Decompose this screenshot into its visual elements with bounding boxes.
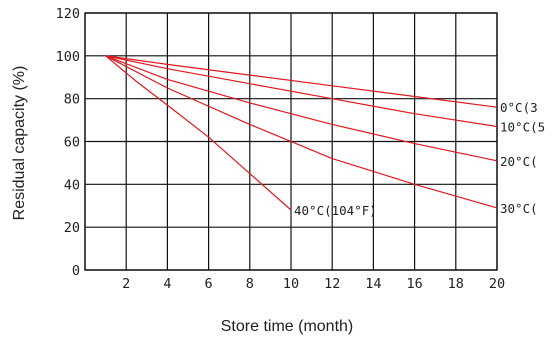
y-tick-label: 40	[64, 177, 80, 193]
series-lines	[105, 55, 498, 211]
series-line-2	[105, 55, 498, 162]
y-tick-label: 60	[64, 135, 80, 151]
series-line-4	[105, 55, 292, 211]
series-line-1	[105, 55, 498, 128]
x-axis-title: Store time (month)	[221, 318, 353, 335]
series-label-3: 30°C(	[500, 201, 538, 216]
x-tick-label: 10	[283, 276, 299, 292]
series-label-4: 40°C(104°F)	[294, 203, 377, 218]
y-tick-label: 120	[56, 6, 80, 22]
series-labels: 0°C(3 10°C(5 20°C( 30°C( 40°C(104°F)	[294, 100, 545, 218]
series-line-0	[105, 55, 498, 108]
x-tick-label: 4	[163, 276, 171, 292]
x-tick-label: 18	[448, 276, 464, 292]
y-tick-label: 0	[72, 263, 80, 279]
x-tick-label: 16	[406, 276, 422, 292]
series-label-0: 0°C(3	[500, 100, 538, 115]
x-tick-label: 14	[365, 276, 381, 292]
x-tick-label: 20	[489, 276, 505, 292]
x-tick-label: 6	[205, 276, 213, 292]
series-label-2: 20°C(	[500, 154, 538, 169]
y-tick-label: 20	[64, 220, 80, 236]
plot-frame	[84, 12, 498, 271]
tick-labels: 2 4 6 8 10 12 14 16 18 20 0 20 40 60 80 100 120	[56, 6, 506, 292]
y-tick-label: 80	[64, 92, 80, 108]
series-line-3	[105, 55, 498, 209]
x-tick-label: 2	[122, 276, 130, 292]
x-tick-label: 8	[246, 276, 254, 292]
x-tick-label: 12	[324, 276, 340, 292]
y-axis-title: Residual capacity (%)	[11, 66, 28, 221]
y-tick-label: 100	[56, 49, 80, 65]
series-label-1: 10°C(5	[500, 120, 545, 135]
